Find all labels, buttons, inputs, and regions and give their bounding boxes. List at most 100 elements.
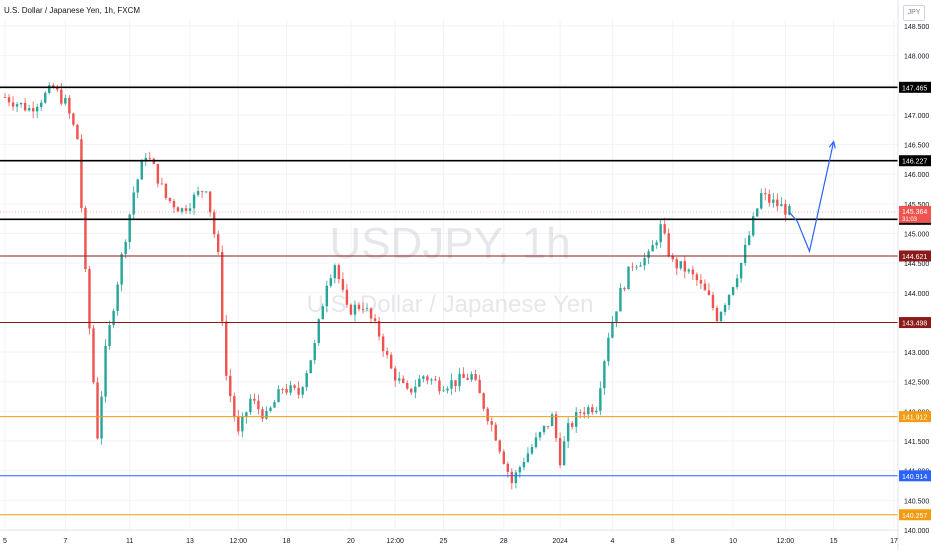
- candle-body: [15, 104, 19, 107]
- candle-body: [574, 412, 578, 427]
- candle-body: [739, 263, 743, 279]
- candle-body: [470, 374, 473, 380]
- candle-body: [180, 208, 184, 212]
- candle-body: [550, 414, 554, 427]
- candle-body: [164, 183, 168, 198]
- time-axis[interactable]: 5 7 11 13 12:00 18 20 12:00 25 28 2024 4 8 10 12:00 15 1…: [0, 529, 898, 545]
- candle-body: [23, 102, 27, 111]
- candle-body: [639, 265, 642, 267]
- y-tick-label: 144.000: [904, 291, 929, 298]
- candle-body: [458, 373, 461, 387]
- candle-body: [140, 161, 143, 180]
- projection-line[interactable]: [788, 141, 835, 254]
- candle-body: [96, 382, 99, 439]
- level-tag-143.498: [899, 317, 931, 329]
- candle-body: [168, 197, 172, 202]
- x-tick-label: 13: [186, 538, 194, 545]
- candle-body: [68, 98, 71, 114]
- x-tick-label: 2024: [552, 538, 568, 545]
- candle-body: [522, 462, 526, 468]
- candle-body: [84, 207, 87, 270]
- candle-body: [353, 304, 357, 315]
- candle-body: [104, 345, 107, 397]
- candle-body: [434, 379, 437, 381]
- candle-body: [293, 385, 296, 388]
- level-tag-140.914: [899, 470, 931, 482]
- candle-body: [361, 309, 365, 310]
- candle-body: [156, 163, 160, 184]
- candle-body: [108, 325, 111, 346]
- candle-body: [735, 278, 739, 288]
- candle-body: [627, 266, 630, 290]
- level-label-140.257: 140.257: [902, 513, 927, 520]
- candle-body: [474, 374, 477, 380]
- candle-body: [369, 308, 373, 319]
- y-tick-label: 145.000: [904, 231, 929, 238]
- projection-arrow[interactable]: [788, 140, 836, 254]
- candle-body: [643, 257, 646, 266]
- candle-body: [313, 343, 316, 361]
- candle-body: [297, 387, 300, 395]
- candle-body: [651, 245, 654, 252]
- candle-body: [554, 414, 558, 439]
- candle-body: [683, 261, 687, 272]
- candle-body: [776, 199, 779, 207]
- candle-body: [566, 423, 570, 442]
- candle-body: [402, 378, 405, 383]
- candle-body: [414, 386, 417, 393]
- x-tick-label: 12:00: [230, 538, 248, 545]
- candle-body: [615, 311, 618, 322]
- x-tick-label: 17: [890, 538, 898, 545]
- x-tick-label: 12:00: [777, 538, 795, 545]
- candle-body: [623, 287, 626, 290]
- candle-body: [39, 102, 43, 107]
- candle-body: [216, 234, 220, 252]
- current-price-tag: [899, 205, 931, 223]
- y-tick-label: 140.000: [904, 528, 929, 535]
- candle-body: [751, 216, 755, 236]
- candle-body: [337, 265, 341, 280]
- x-tick-label: 11: [126, 538, 133, 545]
- candle-body: [325, 285, 329, 307]
- candle-body: [249, 398, 252, 413]
- candle-body: [506, 463, 510, 472]
- candle-body: [498, 440, 501, 452]
- grid: [0, 20, 898, 531]
- candle-body: [727, 294, 731, 306]
- candle-body: [695, 274, 699, 281]
- horizontal-levels[interactable]: [0, 86, 898, 516]
- candle-body: [679, 261, 682, 269]
- candle-body: [663, 224, 666, 234]
- y-tick-label: 143.000: [904, 350, 929, 357]
- candle-body: [747, 235, 751, 245]
- x-tick-label: 5: [3, 538, 7, 545]
- level-label-144.621: 144.621: [902, 254, 927, 261]
- x-tick-label: 10: [729, 538, 737, 545]
- candle-body: [699, 280, 703, 284]
- candle-body: [148, 157, 152, 159]
- candle-body: [144, 157, 147, 162]
- candle-body: [3, 97, 7, 98]
- candle-body: [112, 310, 115, 326]
- candle-body: [502, 451, 505, 464]
- candle-body: [595, 410, 598, 413]
- candle-body: [72, 113, 75, 125]
- level-label-140.914: 140.914: [902, 474, 927, 481]
- candle-body: [671, 255, 674, 260]
- candle-body: [192, 194, 196, 209]
- candle-body: [365, 308, 369, 310]
- x-tick-label: 7: [63, 538, 67, 545]
- candle-body: [546, 425, 550, 427]
- candle-body: [438, 380, 441, 392]
- candle-body: [225, 321, 228, 376]
- candle-body: [321, 306, 324, 320]
- candle-body: [514, 472, 518, 484]
- candle-body: [426, 376, 429, 381]
- currency-unit-button[interactable]: JPY: [903, 5, 925, 21]
- candle-body: [711, 294, 715, 309]
- candle-body: [204, 191, 208, 193]
- price-labels: 147.465146.227145.239144.621143.498141.9…: [899, 81, 931, 521]
- candle-body: [172, 201, 176, 208]
